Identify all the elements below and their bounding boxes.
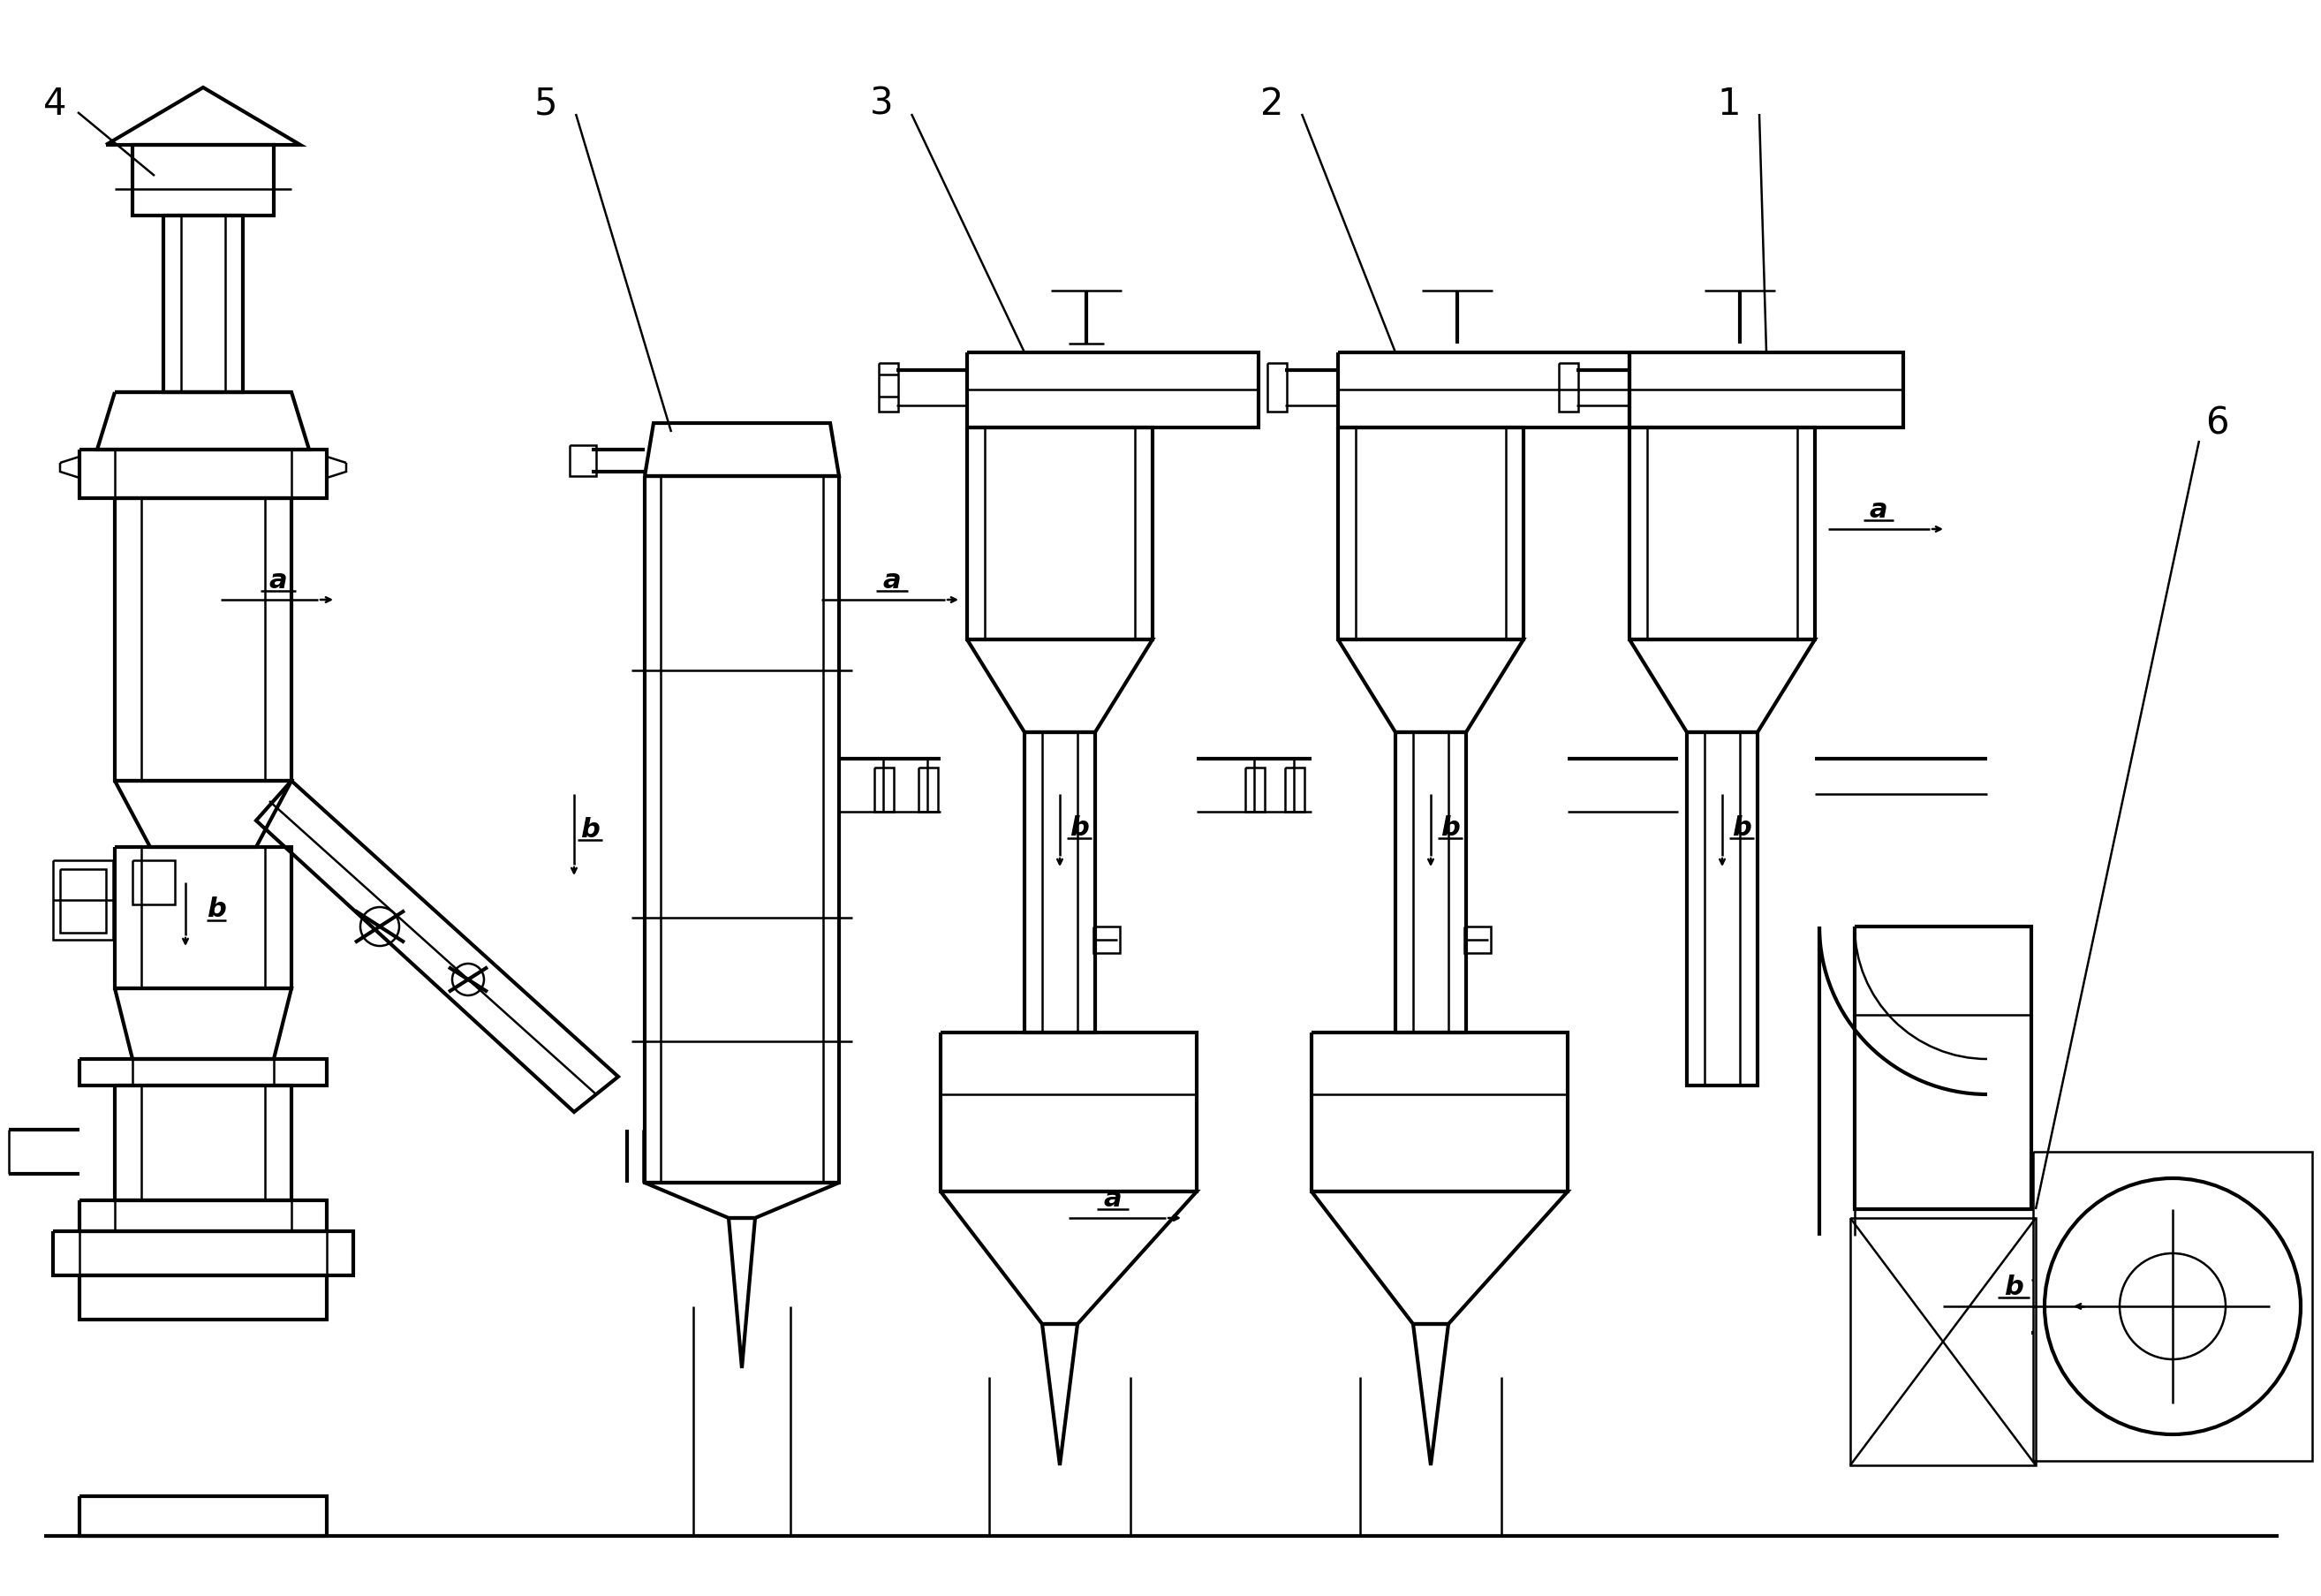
Text: a: a [882,568,901,594]
Text: b: b [1441,816,1460,841]
Text: 1: 1 [1718,86,1741,123]
Text: a: a [1105,1186,1121,1211]
Text: b: b [2003,1274,2024,1299]
Text: b: b [1731,816,1752,841]
Text: b: b [1070,816,1089,841]
Text: b: b [207,897,225,922]
Text: 4: 4 [44,86,67,123]
Text: a: a [269,568,288,594]
Text: a: a [1868,498,1887,523]
Text: 6: 6 [2205,405,2228,442]
Text: 2: 2 [1260,86,1284,123]
Text: 3: 3 [870,86,894,123]
Text: b: b [580,817,599,843]
Text: 5: 5 [534,86,557,123]
